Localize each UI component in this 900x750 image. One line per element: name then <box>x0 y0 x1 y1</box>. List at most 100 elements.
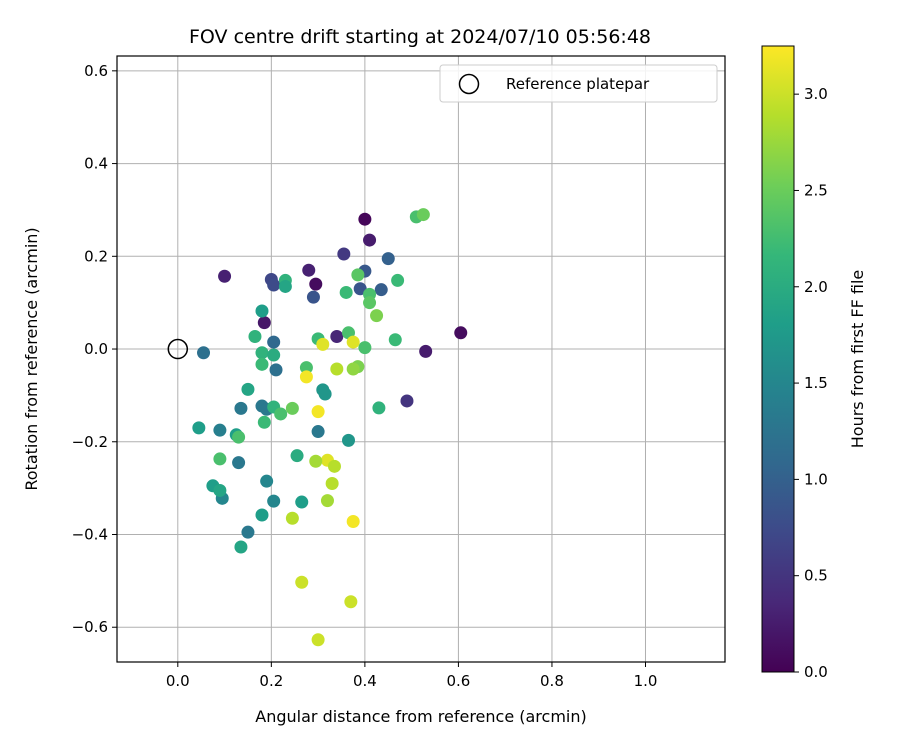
y-axis-ticks: −0.6 −0.4 −0.2 0.0 0.2 0.4 0.6 <box>72 62 117 636</box>
data-point <box>353 282 367 296</box>
data-point <box>337 247 351 261</box>
legend-box <box>439 64 718 103</box>
y-tick-label: 0.0 <box>84 340 108 358</box>
data-point <box>327 459 341 473</box>
y-tick-label: 0.6 <box>84 62 108 80</box>
data-point <box>370 309 384 323</box>
colorbar-tick-label: 3.0 <box>804 85 828 103</box>
x-tick-label: 0.0 <box>166 672 190 690</box>
colorbar-tick-label: 1.5 <box>804 374 828 392</box>
data-point <box>255 304 269 318</box>
data-point <box>234 540 248 554</box>
colorbar <box>761 45 795 673</box>
data-point <box>295 495 309 509</box>
data-point <box>267 348 281 362</box>
grid <box>117 56 725 662</box>
data-point <box>299 361 313 375</box>
data-point <box>234 401 248 415</box>
data-point <box>295 575 309 589</box>
data-point <box>391 273 405 287</box>
data-point <box>400 394 414 408</box>
data-point <box>257 415 271 429</box>
data-point <box>255 508 269 522</box>
colorbar-tick-label: 0.0 <box>804 663 828 681</box>
data-point <box>374 283 388 297</box>
legend-entry-reference: Reference platepar <box>506 75 650 93</box>
x-tick-label: 0.8 <box>540 672 564 690</box>
x-axis-label: Angular distance from reference (arcmin) <box>255 707 586 726</box>
data-point <box>339 285 353 299</box>
y-tick-label: −0.4 <box>72 525 108 543</box>
data-points <box>192 208 468 647</box>
x-tick-label: 0.6 <box>446 672 470 690</box>
data-point <box>330 362 344 376</box>
reference-platepar-marker <box>167 338 189 360</box>
y-tick-label: −0.2 <box>72 433 108 451</box>
y-axis-label: Rotation from reference (arcmin) <box>22 227 41 490</box>
data-point <box>213 423 227 437</box>
data-point <box>290 449 304 463</box>
data-point <box>344 595 358 609</box>
data-point <box>320 494 334 508</box>
data-point <box>285 511 299 525</box>
data-point <box>213 452 227 466</box>
data-point <box>267 278 281 292</box>
data-point <box>372 401 386 415</box>
data-point <box>318 387 332 401</box>
data-point <box>267 494 281 508</box>
data-point <box>419 344 433 358</box>
data-point <box>316 337 330 351</box>
data-point <box>325 476 339 490</box>
data-point <box>346 335 360 349</box>
x-tick-label: 0.4 <box>353 672 377 690</box>
data-point <box>454 326 468 340</box>
x-axis-ticks: 0.0 0.2 0.4 0.6 0.8 1.0 <box>166 662 658 690</box>
data-point <box>302 263 316 277</box>
colorbar-tick-label: 2.5 <box>804 181 828 199</box>
data-point <box>218 269 232 283</box>
data-point <box>351 268 365 282</box>
data-point <box>197 346 211 360</box>
data-point <box>311 425 325 439</box>
data-point <box>241 525 255 539</box>
plot-frame <box>116 55 726 663</box>
legend-reference-marker <box>458 73 480 95</box>
y-tick-label: 0.4 <box>84 155 108 173</box>
reference-marker-layer <box>167 338 189 360</box>
y-tick-label: −0.6 <box>72 618 108 636</box>
data-point <box>248 330 262 344</box>
data-point <box>255 357 269 371</box>
data-point <box>269 363 283 377</box>
data-point <box>311 405 325 419</box>
data-point <box>330 330 344 344</box>
x-tick-label: 1.0 <box>634 672 658 690</box>
data-point <box>213 483 227 497</box>
data-point <box>285 401 299 415</box>
colorbar-label: Hours from first FF file <box>848 270 867 449</box>
data-point <box>232 456 246 470</box>
data-point <box>346 515 360 529</box>
colorbar-ticks: 0.0 0.5 1.0 1.5 2.0 2.5 3.0 <box>794 85 828 681</box>
colorbar-tick-label: 1.0 <box>804 470 828 488</box>
legend: Reference platepar <box>439 64 718 103</box>
data-point <box>388 333 402 347</box>
data-point <box>416 208 430 222</box>
chart-title: FOV centre drift starting at 2024/07/10 … <box>189 26 651 48</box>
data-point <box>358 212 372 226</box>
data-point <box>342 433 356 447</box>
data-point <box>241 382 255 396</box>
data-point <box>309 454 323 468</box>
data-point <box>274 407 288 421</box>
data-point <box>267 335 281 349</box>
data-point <box>232 430 246 444</box>
data-point <box>192 421 206 435</box>
data-point <box>358 341 372 355</box>
data-point <box>278 279 292 293</box>
x-tick-label: 0.2 <box>259 672 283 690</box>
data-point <box>299 370 313 384</box>
y-tick-label: 0.2 <box>84 247 108 265</box>
data-point <box>311 633 325 647</box>
colorbar-tick-label: 0.5 <box>804 567 828 585</box>
data-point <box>363 296 377 310</box>
